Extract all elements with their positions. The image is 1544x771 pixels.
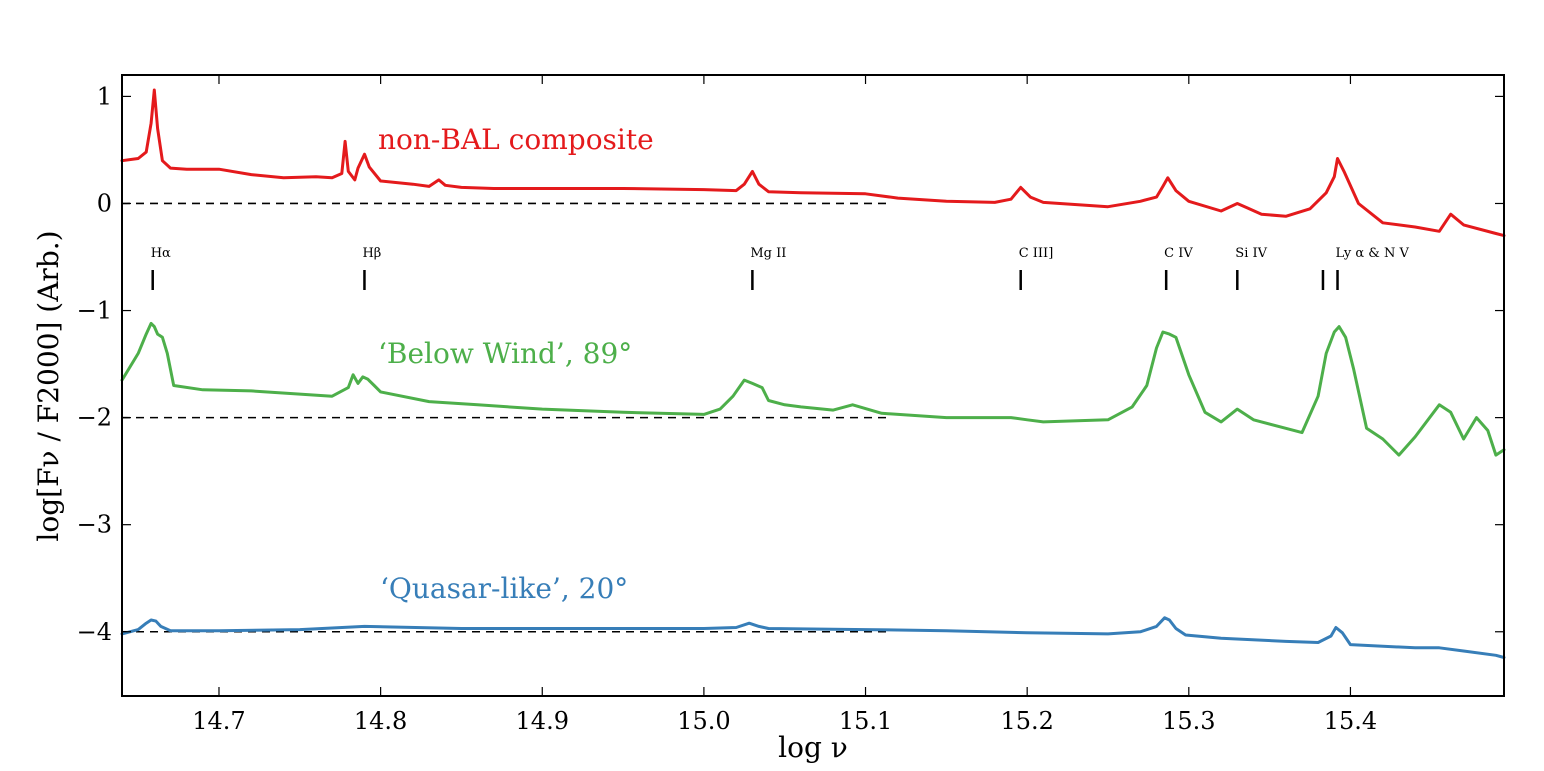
x-axis-title: log ν — [778, 731, 848, 764]
line-marker-label-0: Hα — [151, 246, 171, 261]
x-tick-label-6: 15.3 — [1162, 707, 1215, 735]
x-tick-label-1: 14.8 — [354, 707, 407, 735]
series-line-0 — [120, 88, 1506, 238]
series-label-below-wind: ‘Below Wind’, 89° — [378, 337, 632, 370]
line-marker-label-7: Ly α & N V — [1336, 246, 1410, 261]
y-tick-label-2: −1 — [77, 297, 112, 325]
emission-line-markers: Hα Hβ Mg II C III] C IV Si IV Ly α & N V — [151, 246, 1410, 290]
y-axis-title: log[Fν / F2000] (Arb.) — [32, 230, 65, 541]
series-label-quasar-like: ‘Quasar-like’, 20° — [380, 572, 628, 605]
line-marker-label-5: Si IV — [1235, 246, 1267, 261]
y-tick-label-1: 0 — [97, 189, 112, 217]
series-layer — [120, 88, 1506, 659]
line-marker-label-3: C III] — [1019, 246, 1054, 261]
line-marker-label-2: Mg II — [750, 246, 786, 261]
y-tick-label-0: 1 — [97, 82, 112, 110]
x-tick-label-7: 15.4 — [1324, 707, 1377, 735]
series-line-2 — [120, 616, 1506, 659]
line-marker-label-1: Hβ — [362, 246, 381, 261]
plot-frame — [121, 74, 1505, 697]
reference-lines — [122, 202, 890, 633]
y-tick-label-5: −4 — [77, 618, 112, 646]
y-tick-label-3: −2 — [77, 404, 112, 432]
x-tick-label-5: 15.2 — [1000, 707, 1053, 735]
series-line-1 — [120, 321, 1506, 457]
x-tick-label-3: 15.0 — [677, 707, 730, 735]
series-label-non-bal: non-BAL composite — [378, 123, 654, 156]
axis-ticks: 14.7 14.8 14.9 15.0 15.1 15.2 15.3 15.4 1 0 −1 −2 −3… — [77, 75, 1504, 735]
line-marker-label-4: C IV — [1164, 246, 1193, 261]
x-tick-label-4: 15.1 — [839, 707, 892, 735]
x-tick-label-2: 14.9 — [516, 707, 569, 735]
x-tick-label-0: 14.7 — [192, 707, 245, 735]
y-tick-label-4: −3 — [77, 511, 112, 539]
